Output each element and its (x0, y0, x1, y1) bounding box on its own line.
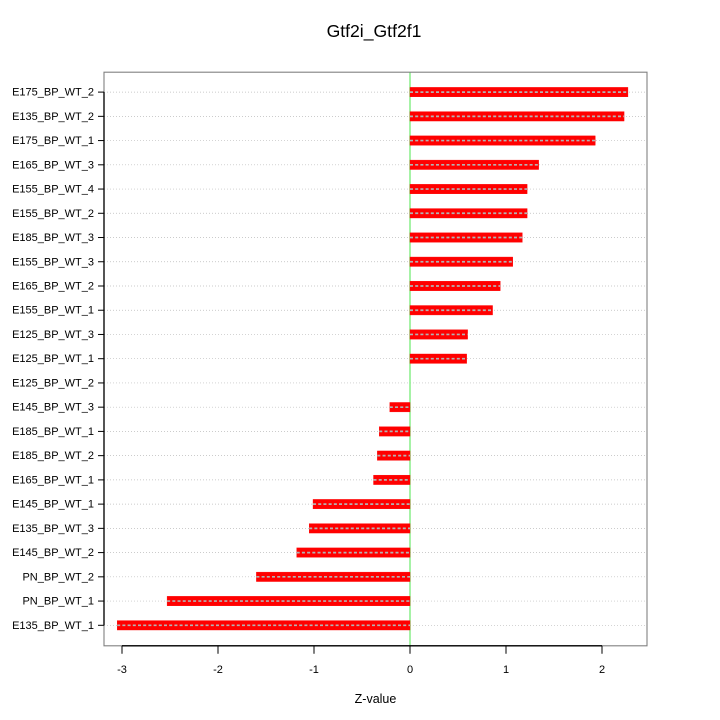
svg-text:PN_BP_WT_2: PN_BP_WT_2 (22, 571, 94, 583)
svg-text:0: 0 (407, 664, 413, 676)
svg-text:E125_BP_WT_3: E125_BP_WT_3 (12, 329, 94, 341)
svg-text:E125_BP_WT_1: E125_BP_WT_1 (12, 353, 94, 365)
svg-text:E165_BP_WT_3: E165_BP_WT_3 (12, 159, 94, 171)
svg-text:E145_BP_WT_3: E145_BP_WT_3 (12, 402, 94, 414)
svg-text:E185_BP_WT_2: E185_BP_WT_2 (12, 450, 94, 462)
svg-text:E145_BP_WT_2: E145_BP_WT_2 (12, 547, 94, 559)
svg-text:E185_BP_WT_3: E185_BP_WT_3 (12, 232, 94, 244)
svg-text:-3: -3 (117, 664, 127, 676)
svg-text:PN_BP_WT_1: PN_BP_WT_1 (22, 596, 94, 608)
svg-text:E155_BP_WT_3: E155_BP_WT_3 (12, 256, 94, 268)
svg-text:E135_BP_WT_1: E135_BP_WT_1 (12, 620, 94, 632)
svg-text:2: 2 (599, 664, 605, 676)
svg-text:-2: -2 (213, 664, 223, 676)
svg-text:Z-value: Z-value (355, 692, 397, 706)
svg-text:E175_BP_WT_1: E175_BP_WT_1 (12, 135, 94, 147)
svg-text:E135_BP_WT_3: E135_BP_WT_3 (12, 523, 94, 535)
svg-text:1: 1 (503, 664, 509, 676)
svg-text:E155_BP_WT_4: E155_BP_WT_4 (12, 184, 94, 196)
svg-text:E155_BP_WT_1: E155_BP_WT_1 (12, 305, 94, 317)
svg-text:E165_BP_WT_1: E165_BP_WT_1 (12, 474, 94, 486)
svg-text:E125_BP_WT_2: E125_BP_WT_2 (12, 377, 94, 389)
svg-text:E165_BP_WT_2: E165_BP_WT_2 (12, 280, 94, 292)
svg-text:-1: -1 (309, 664, 319, 676)
svg-text:E175_BP_WT_2: E175_BP_WT_2 (12, 87, 94, 99)
svg-text:E185_BP_WT_1: E185_BP_WT_1 (12, 426, 94, 438)
svg-text:E135_BP_WT_2: E135_BP_WT_2 (12, 111, 94, 123)
svg-text:E145_BP_WT_1: E145_BP_WT_1 (12, 499, 94, 511)
svg-text:Gtf2i_Gtf2f1: Gtf2i_Gtf2f1 (327, 21, 422, 42)
svg-text:E155_BP_WT_2: E155_BP_WT_2 (12, 208, 94, 220)
